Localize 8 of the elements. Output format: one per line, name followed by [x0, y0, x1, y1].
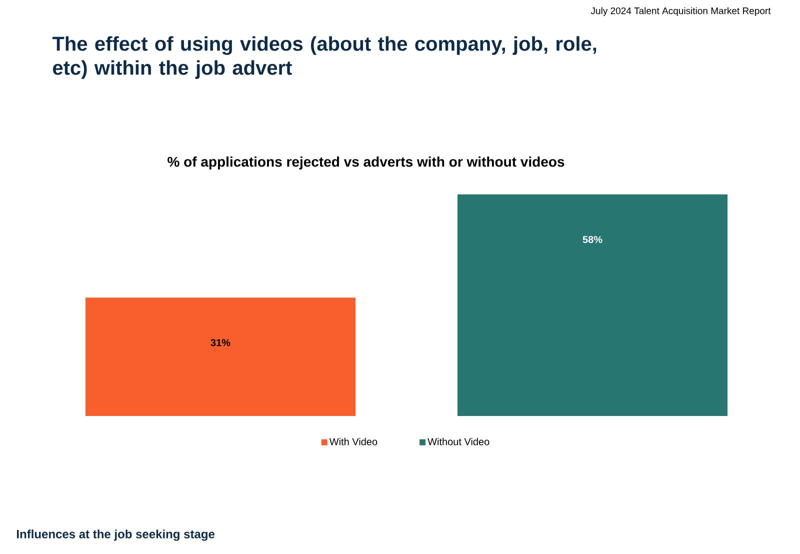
text: July 2024 Talent Acquisition Market Report: [590, 7, 771, 16]
legend-label: Without Video: [428, 438, 490, 446]
text: Influences at the job seeking stage: [17, 530, 215, 541]
chart-title: The effect of using videos (about the company, job, role, etc) within the job advert: [52, 36, 596, 79]
data-label: 31%: [210, 339, 230, 346]
legend-label: With Video: [329, 438, 378, 446]
data-label: 58%: [582, 236, 602, 244]
chart-subtitle: % of applications rejected vs adverts with or without videos: [168, 156, 564, 170]
